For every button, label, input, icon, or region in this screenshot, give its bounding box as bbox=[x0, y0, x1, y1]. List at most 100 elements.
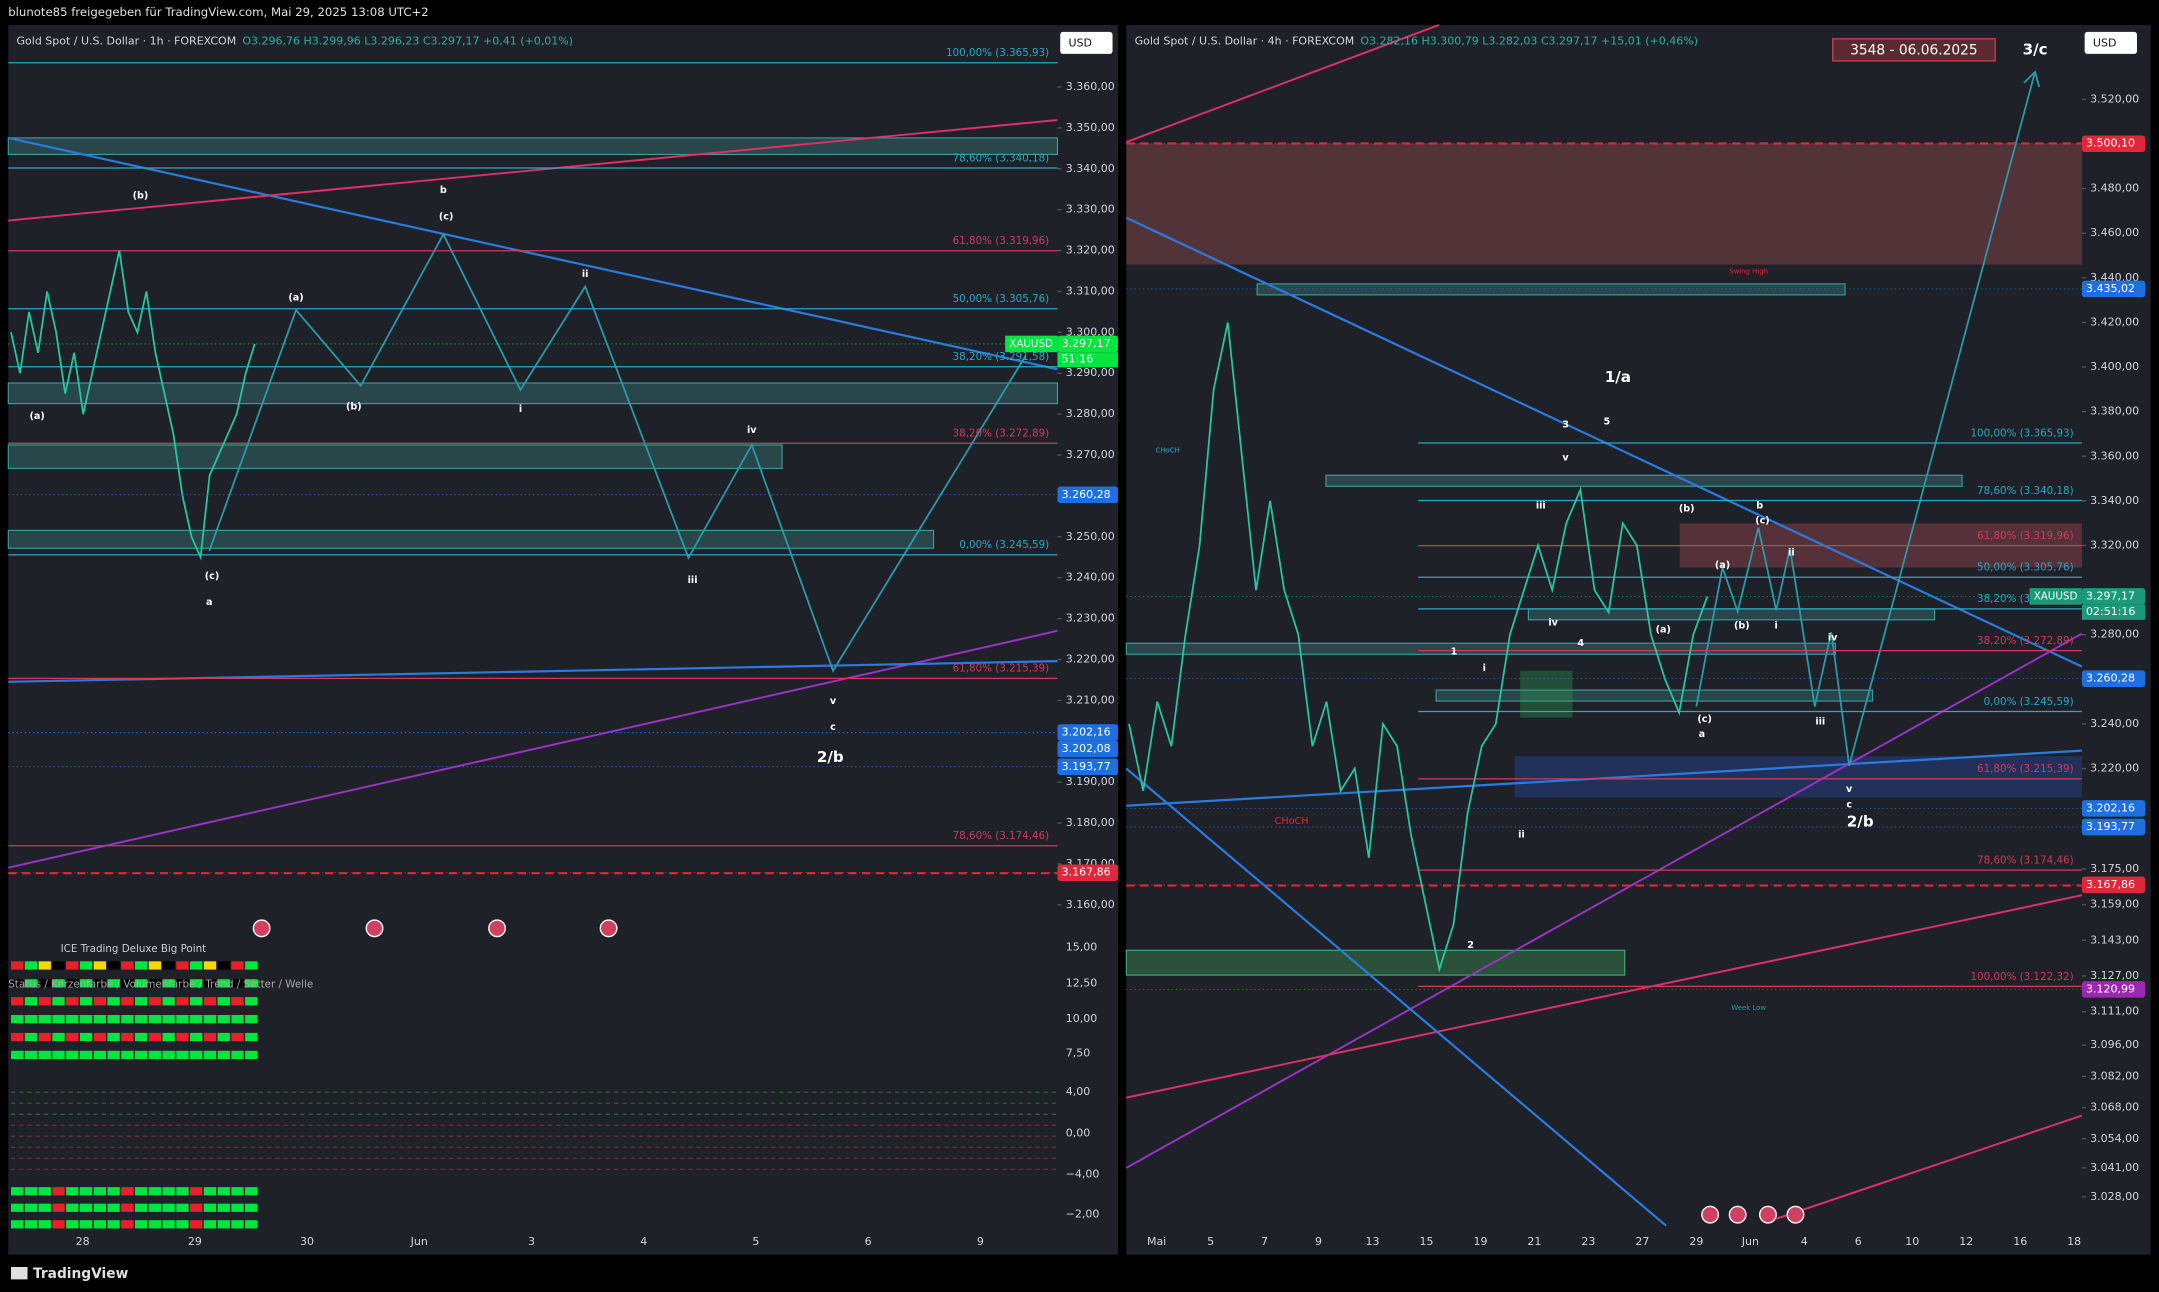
zone bbox=[1435, 689, 1874, 702]
indicator-cell bbox=[148, 1220, 162, 1229]
target-box bbox=[1831, 38, 1996, 62]
indicator-cell bbox=[11, 1015, 24, 1024]
wave-label: iv bbox=[1828, 633, 1838, 644]
x-tick-label: 3 bbox=[528, 1235, 535, 1248]
price-badge-label: 3.120,99 bbox=[2086, 982, 2135, 995]
y-tick-label: 3.310,00 bbox=[1066, 284, 1115, 297]
y-tick-label: 3.320,00 bbox=[2090, 538, 2139, 551]
indicator-cell bbox=[134, 1220, 148, 1229]
zone bbox=[7, 382, 1059, 405]
wave-label: a bbox=[1699, 729, 1706, 740]
indicator-cell bbox=[134, 1015, 148, 1024]
indicator-cell bbox=[38, 1015, 51, 1024]
indicator-cell bbox=[38, 1220, 51, 1229]
fib-label: 61,80% (3.319,96) bbox=[953, 235, 1050, 247]
indicator-cell bbox=[11, 979, 24, 988]
y-tick-label: 3.127,00 bbox=[2090, 969, 2139, 982]
indicator-cell bbox=[217, 1187, 230, 1196]
ohlc-values: O3.296,76 H3.299,96 L3.296,23 C3.297,17 … bbox=[242, 35, 573, 48]
wave-label: ii bbox=[582, 269, 589, 280]
indicator-cell bbox=[203, 997, 217, 1006]
annotation: CHoCH bbox=[1156, 446, 1180, 454]
zone bbox=[1125, 642, 1836, 655]
indicator-cell bbox=[107, 1220, 120, 1229]
indicator-cell bbox=[11, 1203, 24, 1212]
y-tick-label: 3.190,00 bbox=[1066, 775, 1115, 788]
indicator-cell bbox=[66, 1203, 79, 1212]
timer-badge bbox=[1057, 352, 1119, 368]
indicator-cell bbox=[52, 1032, 65, 1042]
event-icon bbox=[599, 919, 618, 938]
price-line bbox=[10, 250, 256, 561]
indicator-cell bbox=[162, 997, 175, 1006]
indicator-cell bbox=[24, 1187, 38, 1196]
currency-label[interactable]: USD bbox=[1068, 37, 1092, 50]
event-icon bbox=[488, 919, 507, 938]
indicator-cell bbox=[245, 1015, 258, 1024]
indicator-cell bbox=[176, 961, 189, 970]
indicator-cell bbox=[231, 1032, 244, 1042]
indicator-cell bbox=[121, 1187, 134, 1196]
currency-label[interactable]: USD bbox=[2093, 37, 2117, 50]
x-tick-label: 10 bbox=[1905, 1235, 1919, 1248]
indicator-cell bbox=[162, 1187, 175, 1196]
chart-legend: Gold Spot / U.S. Dollar · 1h · FOREXCOM bbox=[17, 35, 237, 48]
wave-label: (b) bbox=[1734, 620, 1750, 631]
indicator-cell bbox=[231, 1050, 244, 1060]
y-tick-label: 3.520,00 bbox=[2090, 92, 2139, 105]
x-tick-label: 13 bbox=[1366, 1235, 1380, 1248]
fib-label: 61,80% (3.319,96) bbox=[1977, 530, 2074, 542]
annotation: Swing High bbox=[1729, 267, 1768, 275]
indicator-cell bbox=[121, 1203, 134, 1212]
y-tick-label: 3.300,00 bbox=[1066, 325, 1115, 338]
price-badge-label: 3.193,77 bbox=[1062, 760, 1111, 773]
y-tick-label: 3.028,00 bbox=[2090, 1190, 2139, 1203]
trend-line bbox=[1125, 24, 1440, 143]
wave-label: (a) bbox=[30, 411, 45, 422]
y-tick-label: 3.440,00 bbox=[2090, 271, 2139, 284]
price-badge-label: 3.260,28 bbox=[1062, 488, 1111, 501]
indicator-cell bbox=[148, 1187, 162, 1196]
currency-button[interactable] bbox=[2084, 31, 2137, 54]
wave-label: 5 bbox=[1604, 417, 1611, 428]
indicator-cell bbox=[190, 1220, 203, 1229]
indicator-cell bbox=[162, 1032, 175, 1042]
indicator-cell bbox=[52, 1220, 65, 1229]
price-badge-label: 3.202,16 bbox=[1062, 725, 1111, 738]
currency-button[interactable] bbox=[1060, 31, 1113, 54]
indicator-cell bbox=[162, 1050, 175, 1060]
x-tick-label: 19 bbox=[1473, 1235, 1487, 1248]
indicator-cell bbox=[24, 1015, 38, 1024]
event-icon bbox=[252, 919, 271, 938]
indicator-cell bbox=[121, 1050, 134, 1060]
wave-label: 1 bbox=[1451, 647, 1458, 658]
wave-label: (c) bbox=[1755, 516, 1770, 527]
wave-label: (b) bbox=[133, 191, 149, 202]
indicator-cell bbox=[162, 1015, 175, 1024]
indicator-cell bbox=[217, 997, 230, 1006]
x-tick-label: 28 bbox=[76, 1235, 90, 1248]
y-tick-label: 3.041,00 bbox=[2090, 1161, 2139, 1174]
indicator-cell bbox=[107, 1015, 120, 1024]
indicator-cell bbox=[162, 1203, 175, 1212]
wave-label: 2/b bbox=[1847, 813, 1874, 831]
indicator-cell bbox=[162, 1220, 175, 1229]
indicator-cell bbox=[38, 979, 51, 988]
fib-label: 78,60% (3.174,46) bbox=[1977, 854, 2074, 866]
wave-label: (a) bbox=[1715, 560, 1730, 571]
indicator-tick-label: −2,00 bbox=[1066, 1208, 1100, 1221]
indicator-cell bbox=[107, 961, 120, 970]
arrow-head bbox=[2023, 70, 2041, 88]
indicator-cell bbox=[217, 1050, 230, 1060]
indicator-cell bbox=[24, 997, 38, 1006]
indicator-cell bbox=[245, 1203, 258, 1212]
indicator-cell bbox=[134, 1187, 148, 1196]
x-tick-label: 29 bbox=[1689, 1235, 1703, 1248]
y-tick-label: 3.280,00 bbox=[2090, 628, 2139, 641]
price-badge-label: 3.297,17 bbox=[2086, 589, 2135, 602]
wave-label: iv bbox=[747, 425, 757, 436]
x-tick-label: 27 bbox=[1635, 1235, 1649, 1248]
symbol-tag bbox=[1005, 335, 1058, 353]
footer-logo: TradingView bbox=[33, 1266, 129, 1282]
